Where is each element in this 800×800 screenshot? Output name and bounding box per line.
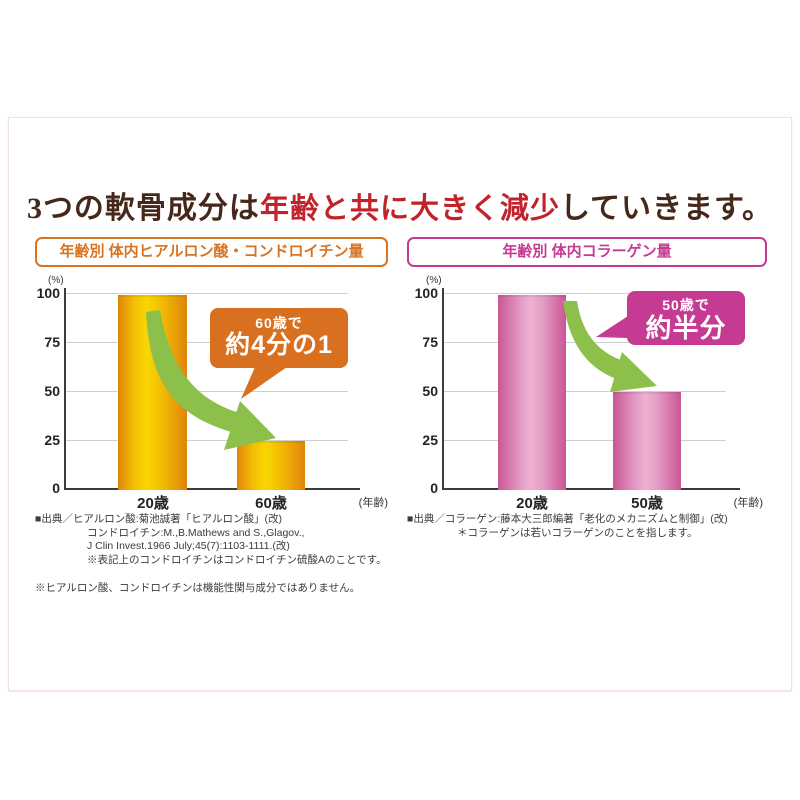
title-highlight: 年齢と共に大きく減少 (259, 193, 560, 225)
callout-line2: 約半分 (645, 313, 727, 343)
bar-age50 (613, 392, 681, 490)
xcat-age50: 50歳 (631, 495, 663, 512)
page-title: 3つの軟骨成分は年齢と共に大きく減少していきます。 (0, 183, 800, 227)
source-note-collagen: ■出典／コラーゲン:藤本大三郎編著「老化のメカニズムと制御」(改) ＊コラーゲン… (407, 513, 777, 540)
gridline-25 (64, 440, 348, 441)
decline-arrow-layer (563, 301, 657, 392)
ytick-100: 100 (36, 285, 60, 301)
callout-bubble: 50歳で 約半分 (627, 291, 745, 345)
gridline-100 (442, 293, 726, 294)
gridline-25 (442, 440, 726, 441)
ytick-25: 25 (422, 432, 438, 448)
chart-header-collagen: 年齢別 体内コラーゲン量 (407, 237, 767, 267)
xcat-age20: 20歳 (516, 495, 548, 512)
collagen-chart: (%) 100 75 50 25 0 20歳 50歳 (年齢) 50歳で 約半分 (407, 275, 767, 515)
gridline-50 (442, 391, 726, 392)
chart-header-hyaluronan: 年齢別 体内ヒアルロン酸・コンドロイチン量 (35, 237, 388, 267)
bar-age60 (237, 441, 305, 490)
decline-arrow-head (610, 352, 657, 392)
bar-age20 (498, 295, 566, 490)
decline-arrow-head (224, 401, 276, 450)
callout-line1: 60歳で (255, 315, 303, 331)
y-unit-label: (%) (426, 275, 442, 286)
source-note-hyaluronan: ■出典／ヒアルロン酸:菊池誠著「ヒアルロン酸」(改) コンドロイチン:M.,B.… (35, 513, 395, 567)
decline-arrow-layer (146, 310, 287, 450)
y-unit-label: (%) (48, 275, 64, 286)
disclaimer-note: ※ヒアルロン酸、コンドロイチンは機能性関与成分ではありません。 (35, 582, 361, 594)
callout-line1: 50歳で (662, 297, 710, 313)
source-line: ■出典／コラーゲン:藤本大三郎編著「老化のメカニズムと制御」(改) (407, 513, 728, 525)
source-line: ※表記上のコンドロイチンはコンドロイチン硫酸Aのことです。 (87, 553, 387, 566)
y-axis (64, 288, 66, 489)
source-line: ■出典／ヒアルロン酸:菊池誠著「ヒアルロン酸」(改) (35, 513, 283, 525)
xcat-age20: 20歳 (137, 495, 169, 512)
callout-tail (241, 367, 287, 399)
source-line: ＊コラーゲンは若いコラーゲンのことを指します。 (457, 526, 698, 539)
hyaluronan-chart: (%) 100 75 50 25 0 20歳 60歳 (年齢) 60歳で 約4分… (35, 275, 390, 515)
gridline-50 (64, 391, 348, 392)
y-axis (442, 288, 444, 489)
callout-line2: 約4分の1 (225, 331, 333, 359)
ytick-50: 50 (44, 383, 60, 399)
ytick-50: 50 (422, 383, 438, 399)
ytick-100: 100 (414, 285, 438, 301)
title-suffix: していきます。 (559, 192, 774, 225)
x-unit-label: (年齢) (358, 497, 388, 509)
gridline-75 (64, 342, 348, 343)
ytick-75: 75 (422, 334, 438, 350)
source-line: コンドロイチン:M.,B.Mathews and S.,Glagov., (87, 526, 305, 539)
ytick-25: 25 (44, 432, 60, 448)
gridline-100 (64, 293, 348, 294)
callout-tail (596, 316, 628, 338)
x-axis (64, 488, 360, 490)
x-axis (442, 488, 740, 490)
ytick-75: 75 (44, 334, 60, 350)
decline-arrow-body (563, 301, 630, 382)
ytick-0: 0 (52, 480, 60, 496)
title-prefix: 3つの軟骨成分は (26, 192, 260, 225)
x-unit-label: (年齢) (733, 497, 763, 509)
ytick-0: 0 (430, 480, 438, 496)
xcat-age60: 60歳 (255, 495, 287, 512)
callout-bubble: 60歳で 約4分の1 (210, 308, 348, 368)
source-line: J Clin Invest.1966 July;45(7):1103-1111.… (87, 540, 290, 552)
